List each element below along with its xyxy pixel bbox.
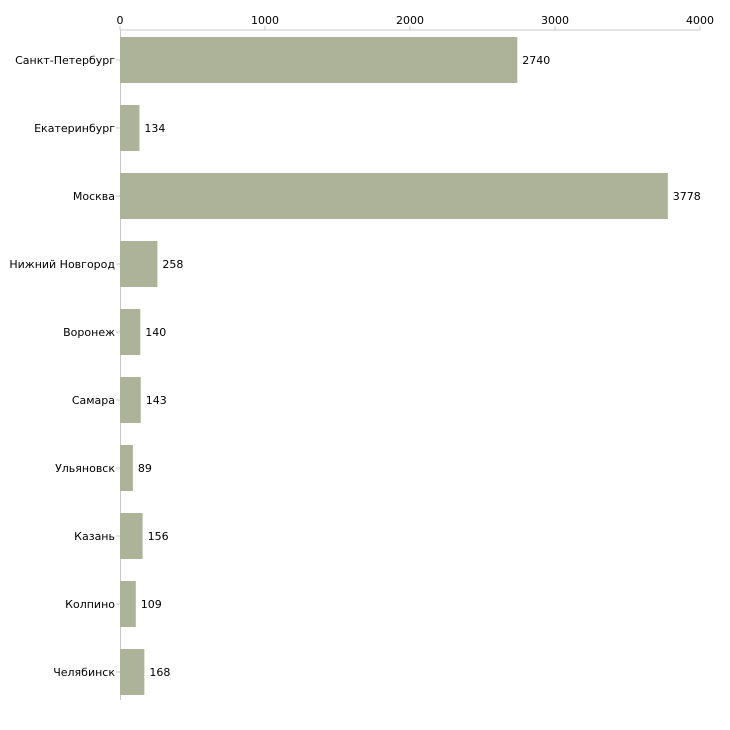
x-tick-label: 3000 (541, 14, 569, 27)
bar (120, 309, 141, 355)
category-label: Нижний Новгород (9, 258, 115, 271)
x-tick-label: 0 (117, 14, 124, 27)
bar (120, 377, 141, 423)
category-label: Москва (73, 190, 115, 203)
category-label: Ульяновск (55, 462, 115, 475)
bar (120, 105, 140, 151)
x-tick-label: 2000 (396, 14, 424, 27)
bar (120, 241, 158, 287)
bar (120, 445, 133, 491)
category-label: Санкт-Петербург (15, 54, 115, 67)
category-label: Казань (74, 530, 115, 543)
value-label: 143 (146, 394, 167, 407)
category-label: Челябинск (53, 666, 115, 679)
value-label: 258 (162, 258, 183, 271)
bars (120, 37, 668, 695)
bar (120, 581, 136, 627)
value-label: 2740 (522, 54, 550, 67)
category-label: Воронеж (63, 326, 115, 339)
bar (120, 173, 668, 219)
value-label: 89 (138, 462, 152, 475)
category-label: Екатеринбург (34, 122, 115, 135)
value-label: 168 (149, 666, 170, 679)
category-label: Колпино (65, 598, 115, 611)
value-label: 3778 (673, 190, 701, 203)
x-tick-label: 4000 (686, 14, 714, 27)
value-label: 140 (145, 326, 166, 339)
bar (120, 37, 518, 83)
x-axis: 0 1000 2000 3000 4000 (116, 14, 714, 700)
value-label: 156 (148, 530, 169, 543)
bar (120, 513, 143, 559)
category-label: Самара (72, 394, 115, 407)
category-labels: Санкт-Петербург 2740 Екатеринбург 134 Москва… (9, 54, 700, 679)
bar (120, 649, 145, 695)
value-label: 134 (144, 122, 165, 135)
x-tick-label: 1000 (251, 14, 279, 27)
value-label: 109 (141, 598, 162, 611)
